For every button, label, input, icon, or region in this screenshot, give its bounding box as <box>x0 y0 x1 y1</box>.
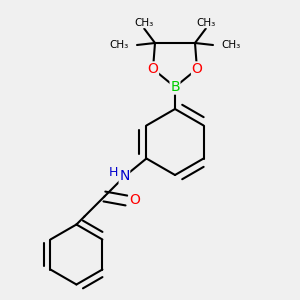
Text: O: O <box>148 62 158 76</box>
Text: N: N <box>119 169 130 184</box>
Text: B: B <box>170 80 180 94</box>
Text: CH₃: CH₃ <box>221 40 240 50</box>
Text: H: H <box>109 166 118 179</box>
Text: O: O <box>129 194 140 208</box>
Text: O: O <box>192 62 203 76</box>
Text: CH₃: CH₃ <box>135 18 154 28</box>
Text: CH₃: CH₃ <box>110 40 129 50</box>
Text: CH₃: CH₃ <box>196 18 215 28</box>
